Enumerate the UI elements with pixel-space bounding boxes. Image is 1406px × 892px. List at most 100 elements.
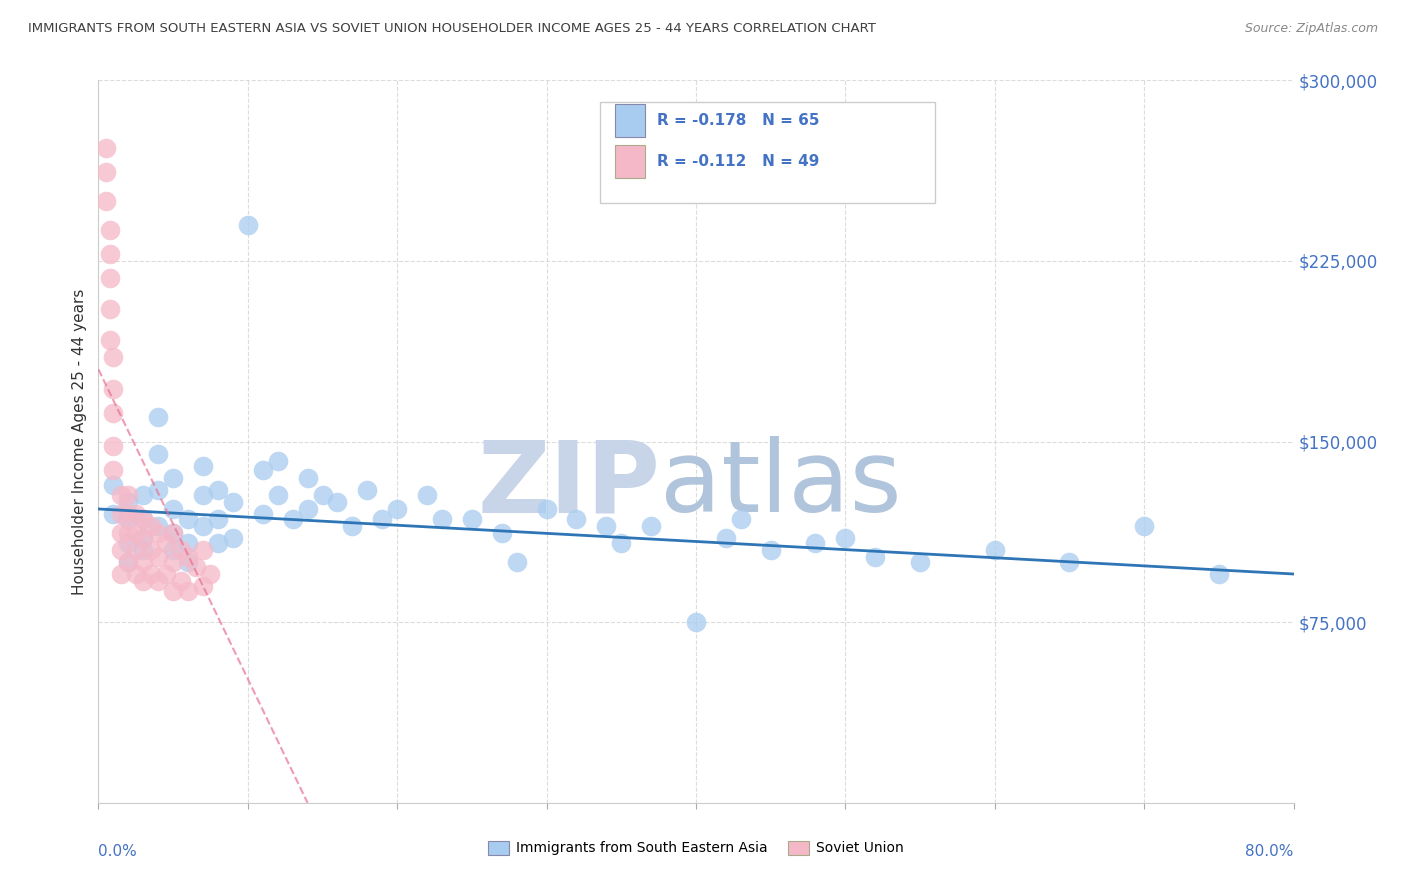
Point [98, 270, 122, 285]
Point [110, 487, 132, 501]
Point [162, 471, 184, 485]
Point [117, 507, 139, 521]
Point [207, 483, 229, 497]
Text: 0.0%: 0.0% [98, 845, 138, 860]
Point [110, 526, 132, 541]
Point [98, 334, 122, 348]
Point [804, 535, 827, 549]
Point [132, 531, 155, 545]
Point [342, 519, 364, 533]
Point [148, 550, 170, 565]
Point [252, 463, 274, 477]
FancyBboxPatch shape [614, 104, 644, 136]
Point [595, 519, 617, 533]
Point [281, 511, 304, 525]
Point [162, 526, 184, 541]
Point [200, 567, 222, 582]
Point [610, 535, 633, 549]
Point [103, 478, 125, 492]
Point [132, 511, 155, 525]
Point [125, 507, 148, 521]
Point [117, 535, 139, 549]
Point [162, 526, 184, 541]
Point [132, 531, 155, 545]
Point [98, 246, 122, 260]
Legend: Immigrants from South Eastern Asia, Soviet Union: Immigrants from South Eastern Asia, Sovi… [482, 835, 910, 861]
Point [117, 487, 139, 501]
Point [98, 301, 122, 317]
Point [139, 542, 162, 557]
Point [103, 507, 125, 521]
Point [125, 542, 148, 557]
Point [297, 502, 319, 516]
Point [191, 579, 214, 593]
Point [132, 511, 155, 525]
Point [640, 519, 662, 533]
Point [125, 567, 148, 582]
Point [103, 463, 125, 477]
Point [110, 542, 132, 557]
Point [110, 567, 132, 582]
Point [714, 531, 737, 545]
Point [416, 487, 439, 501]
Point [117, 555, 139, 569]
Point [117, 511, 139, 525]
Point [94, 194, 117, 208]
Point [94, 165, 117, 179]
Point [132, 542, 155, 557]
Point [162, 542, 184, 557]
Point [984, 542, 1007, 557]
Point [326, 494, 349, 508]
Point [506, 555, 529, 569]
Point [356, 483, 378, 497]
Point [730, 511, 752, 525]
Point [132, 487, 155, 501]
Text: R = -0.178   N = 65: R = -0.178 N = 65 [657, 112, 820, 128]
Point [177, 511, 200, 525]
Point [132, 555, 155, 569]
Point [191, 542, 214, 557]
Point [177, 550, 200, 565]
Point [267, 454, 290, 468]
Point [177, 535, 200, 549]
Point [371, 511, 394, 525]
Point [865, 550, 887, 565]
Point [148, 410, 170, 425]
Point [191, 487, 214, 501]
Y-axis label: Householder Income Ages 25 - 44 years: Householder Income Ages 25 - 44 years [72, 288, 87, 595]
Point [207, 511, 229, 525]
Point [491, 526, 513, 541]
Point [103, 439, 125, 453]
Point [103, 350, 125, 364]
Point [103, 382, 125, 396]
Point [1133, 519, 1156, 533]
Point [148, 574, 170, 589]
Point [184, 559, 207, 574]
Point [385, 502, 409, 516]
Point [155, 567, 177, 582]
Point [311, 487, 333, 501]
Point [191, 519, 214, 533]
Text: atlas: atlas [661, 436, 901, 533]
Point [1059, 555, 1081, 569]
Text: Source: ZipAtlas.com: Source: ZipAtlas.com [1244, 22, 1378, 36]
Point [207, 535, 229, 549]
Point [169, 542, 191, 557]
Point [236, 218, 259, 232]
Point [536, 502, 558, 516]
Point [103, 406, 125, 420]
Point [98, 222, 122, 236]
Point [1208, 567, 1230, 582]
Point [222, 494, 245, 508]
Point [267, 487, 290, 501]
Point [430, 511, 453, 525]
Point [759, 542, 782, 557]
Point [117, 494, 139, 508]
Point [155, 535, 177, 549]
Point [834, 531, 856, 545]
Point [117, 555, 139, 569]
Point [148, 519, 170, 533]
Point [297, 471, 319, 485]
Point [908, 555, 931, 569]
Point [125, 526, 148, 541]
